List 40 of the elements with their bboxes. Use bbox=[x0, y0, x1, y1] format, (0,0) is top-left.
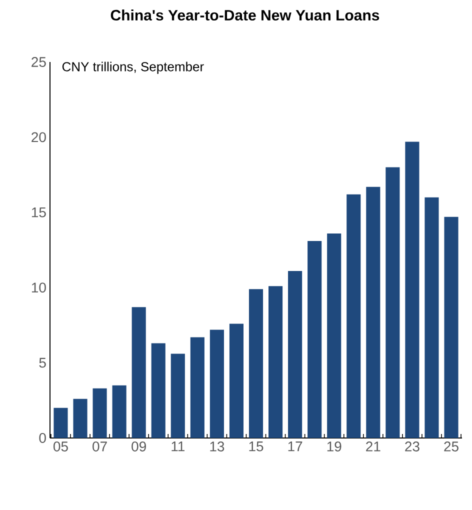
x-tick-label: 05 bbox=[54, 442, 68, 452]
bar bbox=[54, 408, 68, 438]
bar bbox=[229, 324, 244, 438]
x-tick-label: 17 bbox=[288, 442, 302, 452]
x-tick-label: 25 bbox=[444, 442, 458, 452]
bar bbox=[151, 343, 166, 438]
bar bbox=[327, 233, 342, 438]
bar bbox=[92, 388, 107, 438]
y-tick-label: 0 bbox=[39, 433, 46, 443]
bar bbox=[308, 240, 322, 438]
x-tick-label: 15 bbox=[249, 442, 264, 452]
y-tick-label: 5 bbox=[39, 358, 46, 368]
x-tick-label: 11 bbox=[172, 442, 184, 452]
bar bbox=[268, 286, 283, 438]
bar bbox=[288, 271, 302, 438]
bar bbox=[112, 385, 126, 438]
bar bbox=[190, 337, 204, 438]
x-tick-label: 19 bbox=[327, 442, 342, 452]
y-axis-title: CNY trillions, September bbox=[62, 62, 204, 74]
bar bbox=[424, 197, 439, 438]
y-tick-label: 20 bbox=[32, 132, 46, 142]
bar bbox=[170, 354, 185, 438]
x-tick-label: 09 bbox=[132, 442, 146, 452]
x-tick-label: 13 bbox=[210, 442, 224, 452]
x-tick-label: 07 bbox=[92, 442, 107, 452]
y-tick-label: 15 bbox=[32, 208, 46, 218]
y-tick-label: 10 bbox=[32, 282, 46, 293]
x-tick-label: 23 bbox=[405, 442, 420, 452]
bar bbox=[444, 216, 458, 438]
bar bbox=[132, 307, 146, 438]
x-tick-label: 21 bbox=[366, 442, 380, 452]
y-tick-label: 25 bbox=[32, 57, 46, 67]
bar bbox=[386, 167, 400, 438]
bar bbox=[346, 194, 361, 438]
bar bbox=[210, 330, 224, 438]
bar bbox=[73, 398, 88, 438]
bar bbox=[248, 289, 264, 438]
bar bbox=[366, 186, 380, 438]
bar bbox=[405, 142, 420, 438]
chart-title: China's Year-to-Date New Yuan Loans bbox=[110, 10, 380, 21]
